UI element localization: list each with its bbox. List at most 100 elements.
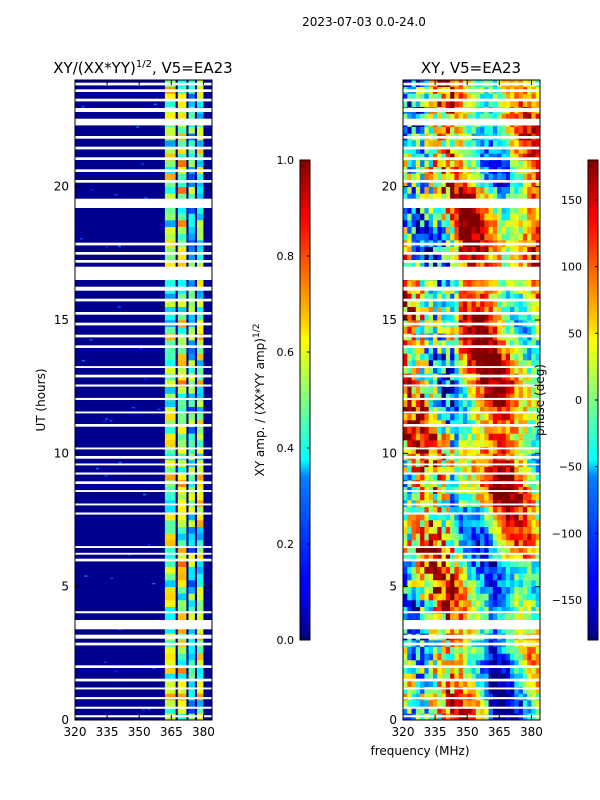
phase-cell (462, 340, 468, 347)
amplitude-y-tick-label: 10 (54, 446, 69, 460)
phase-cell (403, 606, 408, 614)
phase-cell (535, 193, 540, 201)
phase-cell (411, 613, 417, 621)
phase-cell (428, 706, 434, 714)
phase-cell (514, 93, 519, 101)
phase-cell (433, 340, 438, 347)
phase-cell (492, 626, 498, 634)
phase-cell (433, 153, 438, 161)
phase-cell (531, 406, 536, 414)
phase-cell (510, 393, 515, 401)
phase-cell (484, 406, 489, 414)
phase-cell (535, 306, 540, 314)
phase-cell (428, 360, 434, 367)
phase-cell (527, 440, 532, 447)
phase-cell (497, 113, 502, 121)
phase-cell (471, 380, 477, 387)
amplitude-band-cell (177, 173, 187, 181)
phase-cell (535, 600, 540, 607)
phase-cell (454, 160, 459, 167)
phase-cell (450, 226, 455, 234)
phase-cell (480, 440, 485, 447)
phase-cell (433, 546, 438, 554)
amplitude-band-cell (164, 433, 176, 441)
phase-cell (437, 646, 442, 654)
amplitude-band-cell (177, 593, 187, 601)
phase-cell (475, 506, 481, 514)
phase-cell (450, 260, 455, 267)
phase-cell (527, 360, 532, 367)
phase-cell (445, 113, 451, 121)
phase-cell (411, 380, 417, 387)
phase-cell (488, 353, 494, 361)
phase-cell (403, 526, 408, 534)
phase-cell (471, 573, 477, 581)
amplitude-band-cell (197, 186, 204, 194)
phase-cell (514, 646, 519, 654)
phase-cell (531, 666, 536, 674)
phase-cell (462, 613, 468, 621)
phase-cell (424, 660, 429, 667)
amplitude-band-cell (177, 313, 187, 321)
phase-flagged-row (403, 136, 540, 139)
phase-cell (454, 126, 459, 134)
phase-cell (492, 666, 498, 674)
phase-cell (428, 426, 434, 434)
phase-cell (411, 193, 417, 201)
amplitude-band-cell (188, 220, 195, 227)
phase-cell (407, 513, 412, 521)
phase-cell (454, 186, 459, 194)
phase-cell (501, 560, 507, 567)
phase-cell (420, 493, 425, 501)
phase-cell (467, 173, 472, 181)
phase-cell (475, 553, 481, 561)
phase-cell (488, 300, 494, 307)
phase-cell (475, 600, 481, 607)
phase-cell (522, 326, 528, 334)
amplitude-flagged-row (75, 146, 212, 150)
phase-cell (450, 433, 455, 441)
phase-cell (492, 353, 498, 361)
amplitude-band-cell (177, 213, 187, 221)
phase-cell (505, 493, 511, 501)
phase-cell (467, 540, 472, 547)
phase-cell (445, 206, 451, 214)
phase-cell (424, 393, 429, 401)
phase-cell (462, 686, 468, 694)
phase-cell (518, 580, 524, 587)
phase-cell (471, 160, 477, 167)
phase-cell (437, 193, 442, 201)
amplitude-flagged-row (75, 456, 212, 459)
amplitude-band-cell (164, 660, 176, 667)
amplitude-band-cell (197, 293, 204, 301)
phase-cell (445, 313, 451, 321)
phase-cell (518, 213, 524, 221)
phase-cell (497, 506, 502, 514)
phase-cell (501, 220, 507, 227)
phase-cell (497, 193, 502, 201)
amplitude-speckle (84, 575, 88, 577)
phase-cell (471, 306, 477, 314)
phase-cell (407, 206, 412, 214)
phase-cell (415, 140, 421, 147)
amplitude-flagged-row (75, 490, 212, 492)
phase-cell (403, 300, 408, 307)
phase-cell (501, 626, 507, 634)
phase-cell (407, 293, 412, 301)
phase-cell (475, 666, 481, 674)
phase-cell (403, 626, 408, 634)
phase-cell (488, 220, 494, 227)
phase-cell (492, 473, 498, 481)
phase-cell (458, 473, 464, 481)
phase-cell (527, 160, 532, 167)
phase-cell (535, 593, 540, 601)
phase-cell (450, 586, 455, 594)
amplitude-band-cell (188, 513, 195, 521)
phase-cell (505, 326, 511, 334)
phase-cell (420, 420, 425, 427)
phase-cell (475, 380, 481, 387)
phase-cell (458, 413, 464, 421)
phase-cell (475, 293, 481, 301)
amplitude-band-cell (177, 186, 187, 194)
phase-cell (505, 666, 511, 674)
